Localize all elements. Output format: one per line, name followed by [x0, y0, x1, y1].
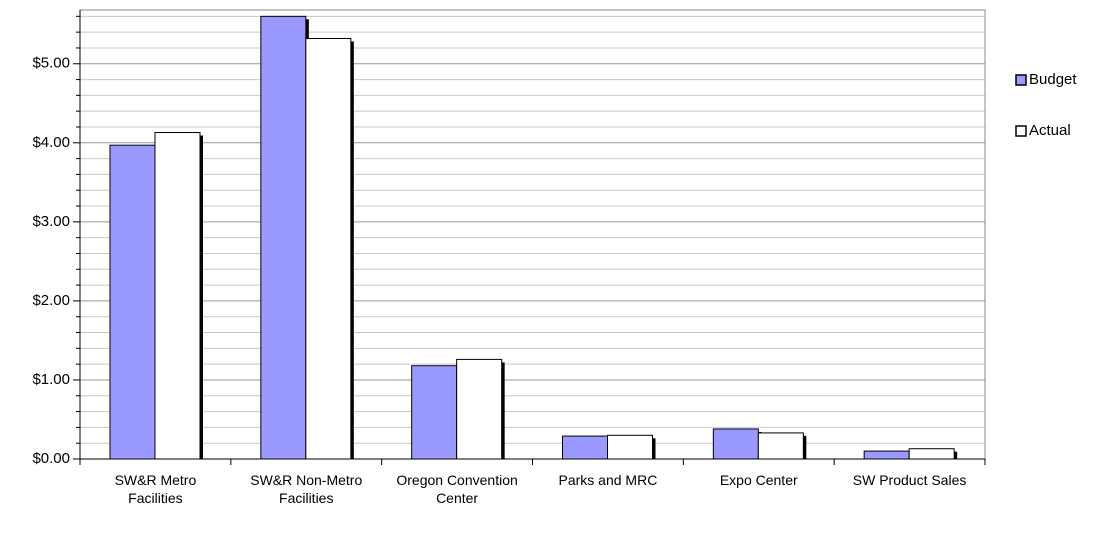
- y-tick-label: $5.00: [32, 55, 70, 72]
- bar: [109, 144, 156, 460]
- bar: [411, 365, 458, 460]
- legend-swatch: [1015, 125, 1027, 137]
- y-tick-label: $4.00: [32, 134, 70, 151]
- x-tick-label: SW Product Sales: [852, 472, 967, 488]
- y-tick-label: $1.00: [32, 371, 70, 388]
- y-tick-label: $0.00: [32, 450, 70, 467]
- bar: [305, 37, 352, 460]
- x-tick-label: SW&R Non-Metro Facilities: [250, 472, 363, 506]
- x-tick-label: Expo Center: [719, 472, 798, 488]
- y-tick-label: $3.00: [32, 213, 70, 230]
- bar: [863, 450, 910, 460]
- legend-label: Actual: [1029, 122, 1071, 139]
- y-tick-label: $2.00: [32, 292, 70, 309]
- legend-swatch: [1015, 74, 1027, 86]
- plot-border: [79, 9, 986, 460]
- x-tick-label: SW&R Metro Facilities: [114, 472, 197, 506]
- x-tick-label: Oregon Convention Center: [396, 472, 518, 506]
- bar: [260, 15, 307, 460]
- bar: [908, 448, 955, 460]
- bar: [154, 132, 201, 460]
- bar: [562, 435, 608, 460]
- bar: [712, 428, 759, 460]
- legend-label: Budget: [1029, 71, 1077, 88]
- x-tick-label: Parks and MRC: [558, 472, 658, 488]
- bar: [607, 434, 653, 460]
- bar: [456, 358, 503, 460]
- bar: [757, 432, 804, 460]
